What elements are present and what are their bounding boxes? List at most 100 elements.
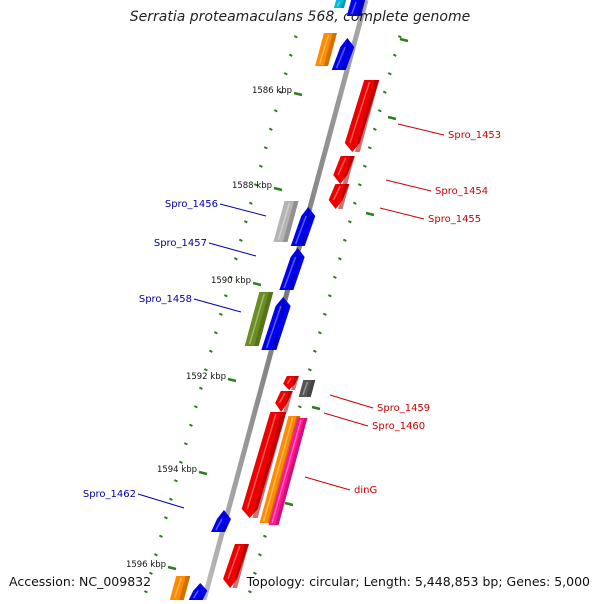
orange-feature-shade — [323, 33, 337, 66]
inner-scale-tick — [268, 127, 273, 131]
gene-label: Spro_1457 — [154, 238, 207, 249]
blue-gene-highlight — [351, 1, 357, 15]
label-text-layer: 1586 kbp 1588 kbp 1590 kbp 1592 kbp 1594 kbp… — [83, 86, 501, 570]
outer-scale-tick — [312, 349, 317, 353]
inner-scale-tick — [143, 590, 148, 594]
scale-label: 1586 kbp — [252, 86, 292, 96]
inner-scale-tick — [193, 405, 198, 409]
outer-scale-tick — [372, 127, 377, 131]
blue-gene-shade — [356, 0, 366, 16]
blue-gene-spro-1456-highlight — [294, 215, 307, 245]
cyan-feature-shade — [340, 0, 347, 8]
red-gene-shade — [232, 544, 249, 588]
inner-scale-tick — [228, 275, 233, 279]
inner-scale-tick — [148, 571, 153, 575]
red-gene — [223, 544, 249, 588]
inner-scale-tick — [233, 257, 238, 261]
red-gene-spro-1455-shade — [338, 184, 350, 209]
blue-gene-spro-1462-highlight — [215, 518, 223, 531]
outer-scale-tick — [317, 331, 322, 335]
inner-scale-tick — [263, 146, 268, 150]
outer-scale-tick — [392, 53, 397, 57]
inner-scale-tick — [248, 201, 253, 205]
outer-scale-tick — [327, 294, 332, 298]
inner-scale-tick — [183, 442, 188, 446]
major-scale-tick — [252, 281, 262, 287]
gray-feature-spro-1456 — [273, 201, 299, 242]
gene-label-leader — [193, 298, 242, 313]
olive-feature-spro-1458 — [244, 292, 274, 346]
blue-gene — [188, 583, 208, 600]
blue-gene-spro-1458 — [261, 297, 291, 350]
scale-label: 1590 kbp — [211, 276, 251, 286]
magenta-feature-dinG — [268, 418, 308, 525]
outer-scale-tick — [262, 534, 267, 538]
scale-label: 1594 kbp — [157, 465, 197, 475]
inner-scale-tick — [153, 553, 158, 557]
scale-label: 1596 kbp — [126, 560, 166, 570]
outer-scale-tick — [342, 238, 347, 242]
gray-feature-spro-1456-shade — [282, 201, 299, 242]
inner-scale-tick — [203, 368, 208, 372]
inner-scale-tick — [178, 460, 183, 464]
inner-scale-tick — [198, 386, 203, 390]
gene-label: dinG — [354, 485, 377, 496]
red-gene-spro-1459 — [283, 376, 299, 390]
gene-label-leader — [329, 394, 374, 409]
outer-scale-tick — [352, 201, 357, 205]
red-gene-spro-1460-highlight — [278, 392, 286, 404]
red-gene-spro-1453-highlight — [349, 81, 371, 144]
blue-gene-spro-1456 — [290, 207, 316, 246]
red-gene-highlight — [227, 545, 241, 580]
inner-scale-tick — [188, 423, 193, 427]
magenta-feature-dinG-shade — [275, 418, 308, 525]
major-scale-tick — [399, 37, 409, 43]
red-gene-spro-1454-shade — [342, 156, 355, 184]
gene-label: Spro_1459 — [377, 403, 430, 414]
inner-scale-tick — [258, 164, 263, 168]
topology-text: Topology: circular; Length: 5,448,853 bp… — [246, 574, 590, 589]
major-scale-tick — [273, 186, 283, 192]
major-scale-tick — [198, 470, 208, 476]
inner-scale-tick — [238, 238, 243, 242]
major-scale-tick — [387, 115, 397, 121]
blue-gene-spro-1458-highlight — [265, 305, 282, 349]
red-gene-spro-1460 — [275, 391, 293, 412]
orange-feature-dinG-highlight — [263, 417, 294, 522]
inner-scale-tick — [223, 294, 228, 298]
gene-label: Spro_1454 — [435, 186, 488, 197]
outer-scale-tick — [347, 220, 352, 224]
major-scale-tick — [365, 211, 375, 217]
inner-scale-tick — [253, 183, 258, 187]
orange-feature-shade — [179, 576, 191, 600]
inner-scale-tick — [243, 220, 248, 224]
outer-scale-tick — [247, 590, 252, 594]
inner-scale-tick — [213, 331, 218, 335]
gene-label: Spro_1456 — [165, 199, 218, 210]
gene-label-leader — [208, 242, 257, 257]
inner-scale-tick — [208, 349, 213, 353]
blue-gene-spro-1457-highlight — [283, 256, 297, 289]
major-scale-tick — [311, 405, 321, 411]
olive-feature-spro-1458-highlight — [248, 293, 265, 345]
red-gene-spro-1453-shade — [354, 80, 380, 152]
orange-feature — [315, 33, 337, 66]
outer-scale-tick — [257, 553, 262, 557]
scale-label: 1592 kbp — [186, 372, 226, 382]
major-scale-tick — [167, 565, 177, 571]
outer-scale-tick — [322, 312, 327, 316]
red-gene-large-highlight — [246, 413, 277, 510]
red-gene-spro-1454 — [333, 156, 355, 184]
inner-scale-tick — [293, 35, 298, 39]
label-leader-layer — [137, 123, 445, 509]
red-gene-spro-1453 — [344, 80, 380, 152]
inner-scale-tick — [163, 516, 168, 520]
scale-label: 1588 kbp — [232, 181, 272, 191]
orange-feature-highlight — [173, 577, 182, 599]
inner-scale-tick — [273, 109, 278, 113]
blue-gene-arrow-shade — [341, 38, 350, 70]
inner-scale-tick — [218, 312, 223, 316]
red-gene-spro-1460-shade — [283, 391, 293, 412]
